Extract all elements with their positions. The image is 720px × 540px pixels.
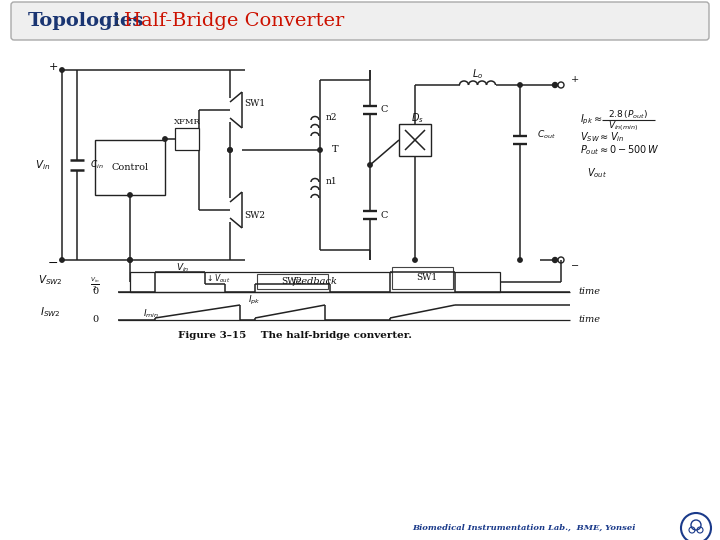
Text: C: C (380, 105, 387, 114)
Text: −: − (48, 256, 58, 269)
Text: $C_{in}$: $C_{in}$ (90, 159, 104, 171)
Circle shape (518, 258, 522, 262)
Bar (257, 274, 328, 289)
Text: T: T (332, 145, 338, 154)
Text: Figure 3–15    The half-bridge converter.: Figure 3–15 The half-bridge converter. (178, 330, 412, 340)
Bar (95, 140, 165, 195)
Text: $D_s$: $D_s$ (410, 111, 423, 125)
FancyBboxPatch shape (11, 2, 709, 40)
Text: n2: n2 (326, 113, 338, 123)
Text: SW1: SW1 (416, 273, 438, 282)
Text: XFMR: XFMR (174, 118, 200, 126)
Text: $C_{out}$: $C_{out}$ (537, 129, 556, 141)
Text: SW1: SW1 (244, 99, 265, 109)
Circle shape (368, 163, 372, 167)
Text: 0: 0 (92, 315, 98, 325)
Circle shape (558, 82, 564, 88)
Text: $I_{SW2}$: $I_{SW2}$ (40, 305, 60, 319)
Text: $L_o$: $L_o$ (472, 67, 484, 81)
Circle shape (552, 258, 557, 262)
Text: SW2: SW2 (282, 276, 302, 286)
Text: $V_{SW2}$: $V_{SW2}$ (37, 273, 63, 287)
Text: $P_{out} \approx 0-500\,W$: $P_{out} \approx 0-500\,W$ (580, 143, 660, 157)
Text: time: time (578, 315, 600, 325)
Bar (399, 124, 431, 156)
Circle shape (228, 148, 232, 152)
Circle shape (128, 193, 132, 197)
Bar (175, 128, 199, 150)
Text: $\frac{V_{in}}{2}$: $\frac{V_{in}}{2}$ (90, 275, 100, 293)
Bar (392, 267, 453, 289)
Text: Control: Control (112, 164, 148, 172)
Circle shape (60, 258, 64, 262)
Text: $V_{in}$: $V_{in}$ (176, 262, 190, 274)
Circle shape (681, 513, 711, 540)
Circle shape (128, 258, 132, 262)
Text: C: C (380, 211, 387, 219)
Bar (130, 272, 500, 292)
Text: SW2: SW2 (244, 212, 265, 220)
Text: Biomedical Instrumentation Lab.,  BME, Yonsei: Biomedical Instrumentation Lab., BME, Yo… (412, 524, 635, 532)
Text: +: + (48, 62, 58, 72)
Text: $I_{min}$: $I_{min}$ (143, 308, 159, 320)
Text: −: − (571, 261, 579, 271)
Text: $V_{SW} \approx V_{in}$: $V_{SW} \approx V_{in}$ (580, 130, 624, 144)
Circle shape (558, 257, 564, 263)
Circle shape (163, 137, 167, 141)
Text: time: time (578, 287, 600, 296)
Text: $V_{out}$: $V_{out}$ (587, 166, 607, 180)
Text: $V_{in}$: $V_{in}$ (35, 158, 50, 172)
Text: $V_{in(min)}$: $V_{in(min)}$ (608, 119, 638, 133)
Circle shape (552, 83, 557, 87)
Text: $\downarrow V_{out}$: $\downarrow V_{out}$ (205, 273, 230, 285)
Circle shape (518, 83, 522, 87)
Text: Topologies: Topologies (28, 12, 144, 30)
Circle shape (413, 258, 417, 262)
Text: feedback: feedback (292, 278, 338, 287)
Text: n1: n1 (326, 178, 338, 186)
Text: :: : (108, 12, 127, 30)
Circle shape (228, 148, 232, 152)
Text: 0: 0 (92, 287, 98, 296)
Text: +: + (571, 75, 579, 84)
Text: $I_{pk}$: $I_{pk}$ (248, 293, 261, 307)
Text: $2.8\,(P_{out})$: $2.8\,(P_{out})$ (608, 109, 648, 122)
Text: $I_{pk} \approx$: $I_{pk} \approx$ (580, 113, 603, 127)
Text: Half-Bridge Converter: Half-Bridge Converter (124, 12, 344, 30)
Circle shape (60, 68, 64, 72)
Circle shape (128, 258, 132, 262)
Circle shape (318, 148, 323, 152)
